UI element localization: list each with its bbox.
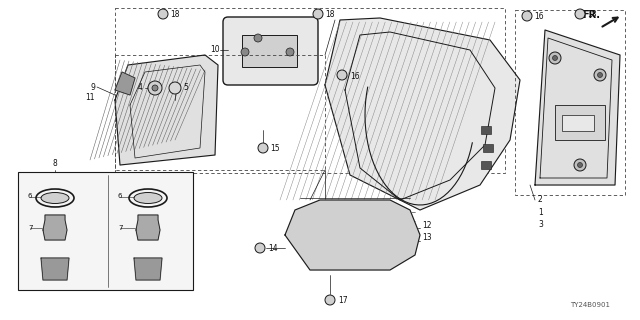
Polygon shape <box>115 72 135 95</box>
Text: 11: 11 <box>86 93 95 102</box>
Text: 3: 3 <box>538 220 543 229</box>
Text: 13: 13 <box>422 234 431 243</box>
Text: 16: 16 <box>534 12 543 21</box>
Bar <box>18 172 193 290</box>
Circle shape <box>594 69 606 81</box>
Text: 12: 12 <box>422 220 431 229</box>
Text: 7: 7 <box>28 225 33 231</box>
Circle shape <box>258 143 268 153</box>
Circle shape <box>169 82 181 94</box>
Polygon shape <box>115 55 218 165</box>
Text: 18: 18 <box>325 10 335 19</box>
Polygon shape <box>285 200 420 270</box>
Text: 2: 2 <box>538 195 543 204</box>
Circle shape <box>255 243 265 253</box>
Bar <box>481 126 491 134</box>
Text: 15: 15 <box>270 144 280 153</box>
Circle shape <box>574 159 586 171</box>
Text: 5: 5 <box>183 83 188 92</box>
Circle shape <box>148 81 162 95</box>
Text: 8: 8 <box>52 159 58 168</box>
Text: 6: 6 <box>28 193 33 199</box>
Circle shape <box>598 73 602 77</box>
Text: 9: 9 <box>90 83 95 92</box>
Polygon shape <box>325 18 520 210</box>
Text: 4: 4 <box>137 83 142 92</box>
Ellipse shape <box>41 193 69 204</box>
Bar <box>115 55 325 170</box>
Bar <box>555 105 605 140</box>
Text: 18: 18 <box>170 10 179 19</box>
Polygon shape <box>535 30 620 185</box>
Text: 14: 14 <box>268 244 278 253</box>
Text: 17: 17 <box>338 296 348 305</box>
Text: FR.: FR. <box>582 10 600 20</box>
Bar <box>483 144 493 152</box>
Text: 10: 10 <box>210 45 220 54</box>
Text: TY24B0901: TY24B0901 <box>570 302 610 308</box>
Bar <box>515 10 625 195</box>
Bar <box>242 35 297 67</box>
Bar <box>481 161 491 169</box>
Circle shape <box>549 52 561 64</box>
Circle shape <box>577 163 582 167</box>
Circle shape <box>325 295 335 305</box>
Polygon shape <box>134 258 162 280</box>
Circle shape <box>552 55 557 60</box>
Circle shape <box>337 70 347 80</box>
Text: 18: 18 <box>587 10 596 19</box>
Circle shape <box>241 48 249 56</box>
Circle shape <box>575 9 585 19</box>
Bar <box>115 8 505 173</box>
Circle shape <box>158 9 168 19</box>
Circle shape <box>313 9 323 19</box>
Ellipse shape <box>134 193 162 204</box>
Circle shape <box>286 48 294 56</box>
Polygon shape <box>43 215 67 240</box>
Circle shape <box>254 34 262 42</box>
FancyBboxPatch shape <box>223 17 318 85</box>
Text: 6: 6 <box>118 193 122 199</box>
Circle shape <box>152 85 158 91</box>
Text: 7: 7 <box>118 225 122 231</box>
Circle shape <box>522 11 532 21</box>
Bar <box>562 115 594 131</box>
Polygon shape <box>136 215 160 240</box>
Text: 16: 16 <box>350 72 360 81</box>
Polygon shape <box>41 258 69 280</box>
Text: 1: 1 <box>538 208 543 217</box>
